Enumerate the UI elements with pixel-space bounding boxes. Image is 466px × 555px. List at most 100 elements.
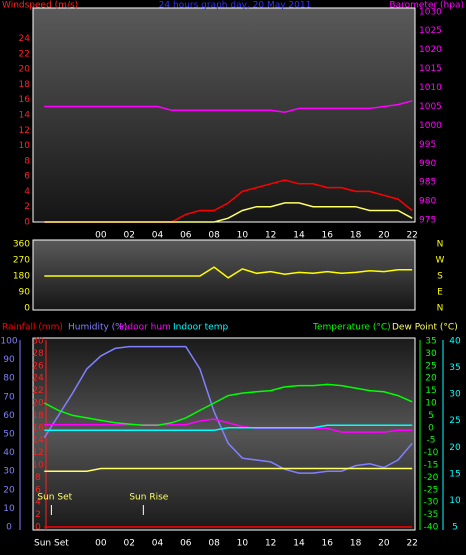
y2-tick-label: 1030 (419, 7, 442, 17)
x-tick-label: 18 (350, 539, 362, 549)
y2-tick-label: -25 (424, 485, 439, 495)
x-tick-label: 20 (378, 539, 390, 549)
y-tick-label: 90 (3, 355, 15, 365)
y-tick-label: 360 (13, 240, 30, 250)
y2-tick-label: 35 (425, 337, 436, 347)
y2-tick-label: 1010 (419, 83, 442, 93)
y2-tick-label: N (437, 304, 444, 314)
series-line (44, 100, 413, 113)
legend-label: Dew Point (°C) (392, 323, 458, 333)
y2-tick-label: N (437, 240, 444, 250)
x-tick-label: 04 (152, 231, 164, 241)
y3-tick-label: 16 (32, 423, 44, 433)
y2-tick-label: -35 (424, 510, 439, 520)
y3-tick-label: 0 (35, 523, 41, 533)
y4-tick-label: 35 (449, 363, 460, 373)
y2-tick-label: 980 (419, 197, 436, 207)
y3-tick-label: 20 (32, 399, 44, 409)
series-line (44, 418, 413, 433)
series-line (44, 424, 413, 432)
y-tick-label: 30 (3, 467, 15, 477)
x-tick-label: 20 (378, 231, 390, 241)
y3-tick-label: 12 (32, 448, 43, 458)
y-tick-label: 0 (24, 304, 30, 314)
y2-tick-label: 1015 (419, 64, 442, 74)
x-tick-label: 22 (406, 539, 417, 549)
x-tick-label: 06 (180, 539, 192, 549)
y3-tick-label: 8 (35, 473, 41, 483)
y-tick-label: 20 (3, 485, 15, 495)
y4-tick-label: 15 (449, 469, 460, 479)
y2-tick-label: -30 (424, 498, 439, 508)
y-tick-label: 270 (13, 256, 30, 266)
x-tick-label: 10 (237, 231, 249, 241)
y3-tick-label: 26 (32, 361, 44, 371)
y4-tick-label: 20 (449, 443, 461, 453)
x-tick-label: 00 (95, 539, 107, 549)
x-tick-label: 08 (208, 539, 220, 549)
y2-tick-label: 1020 (419, 45, 442, 55)
y-tick-label: 16 (19, 95, 31, 105)
series-line (44, 266, 413, 279)
y-tick-label: 10 (19, 141, 31, 151)
annotation: Sun Rise (129, 493, 168, 503)
y3-tick-label: 2 (35, 510, 41, 520)
wind-panel (32, 7, 416, 223)
x-tick-label: 16 (322, 231, 334, 241)
y-tick-label: 0 (6, 523, 12, 533)
y4-tick-label: 10 (449, 496, 461, 506)
x-tick-label: 00 (95, 231, 107, 241)
y4-tick-label: 30 (449, 390, 461, 400)
x-tick-label: 04 (152, 539, 164, 549)
annotation: Sun Set (37, 493, 72, 503)
x-tick-label: 10 (237, 539, 249, 549)
legend-label: Humidity (%) (68, 323, 127, 333)
y2-tick-label: E (437, 288, 443, 298)
y-tick-label: 14 (19, 111, 31, 121)
y-tick-label: 0 (24, 218, 30, 228)
x-tick-label: 16 (322, 539, 334, 549)
y2-tick-label: 1005 (419, 102, 442, 112)
y2-tick-label: -5 (427, 436, 436, 446)
y2-tick-label: -15 (424, 461, 439, 471)
y3-tick-label: 28 (32, 349, 44, 359)
y2-tick-label: -20 (424, 473, 439, 483)
y-tick-label: 70 (3, 392, 15, 402)
legend-label: Temperature (°C) (312, 323, 391, 333)
y3-tick-label: 30 (32, 337, 44, 347)
y4-tick-label: 25 (449, 416, 460, 426)
series-line (44, 467, 413, 472)
y3-tick-label: 14 (32, 436, 44, 446)
x-tick-label: 06 (180, 231, 192, 241)
x-tick-label: 14 (293, 539, 305, 549)
y2-tick-label: 10 (425, 399, 437, 409)
y4-tick-label: 5 (452, 523, 458, 533)
y2-tick-label: 985 (419, 178, 436, 188)
y-tick-label: 10 (3, 504, 15, 514)
x-tick-label: 02 (123, 231, 134, 241)
y3-tick-label: 6 (35, 485, 41, 495)
y-tick-label: 12 (19, 126, 30, 136)
y-tick-label: 4 (24, 187, 30, 197)
y3-tick-label: 4 (35, 498, 41, 508)
y2-tick-label: 1000 (419, 121, 442, 131)
y-tick-label: 90 (19, 288, 31, 298)
x-tick-label: 14 (293, 231, 305, 241)
y3-tick-label: 18 (32, 411, 44, 421)
y2-tick-label: S (437, 272, 443, 282)
y3-tick-label: 10 (32, 461, 44, 471)
legend-label: Indoor temp (173, 323, 228, 333)
y2-tick-label: 20 (425, 374, 437, 384)
y2-tick-label: -40 (424, 523, 439, 533)
x-tick-label: 08 (208, 231, 220, 241)
y-tick-label: 20 (19, 65, 31, 75)
y2-tick-label: 990 (419, 159, 436, 169)
x-tick-label: 02 (123, 539, 134, 549)
series-line (43, 383, 413, 427)
baro-axis-label: Barometer (hpa) (389, 1, 464, 11)
y2-tick-label: 1025 (419, 26, 442, 36)
y-tick-label: 24 (19, 34, 31, 44)
y4-tick-label: 40 (449, 337, 461, 347)
y3-tick-label: 22 (32, 386, 43, 396)
